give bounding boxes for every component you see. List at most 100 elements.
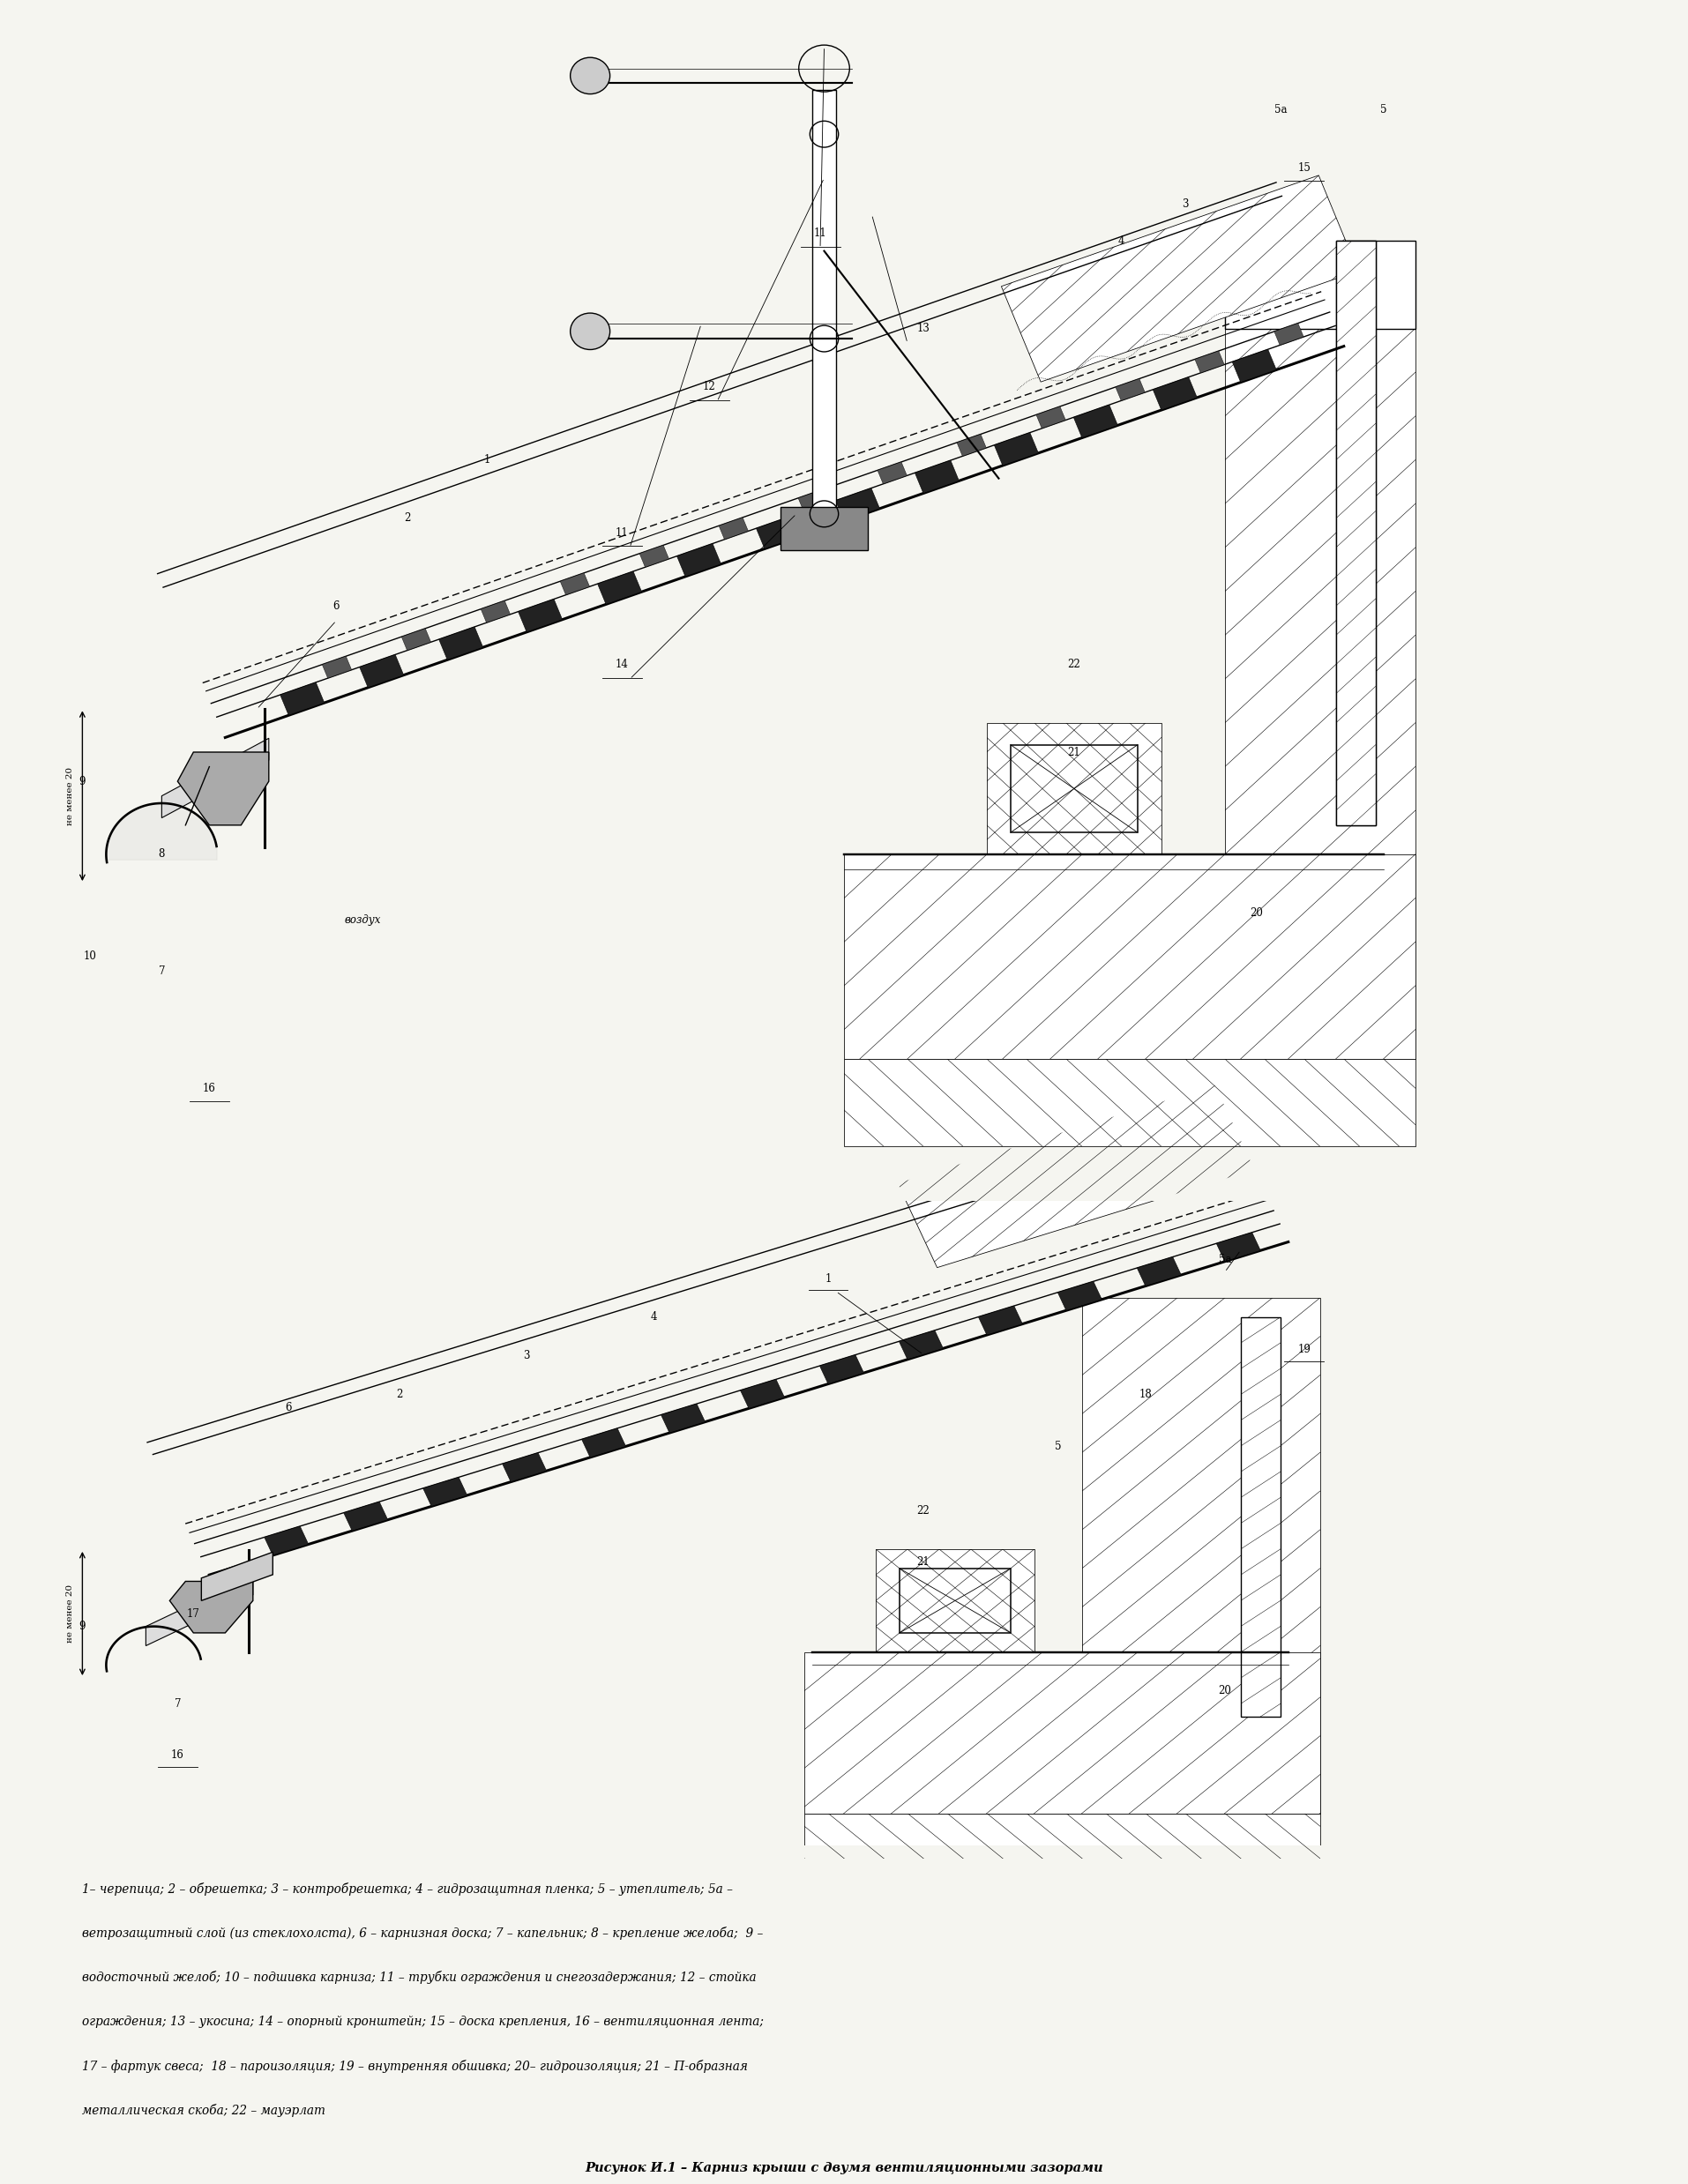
- Text: 9: 9: [79, 1621, 86, 1631]
- Text: 6: 6: [285, 1402, 292, 1413]
- Polygon shape: [898, 1085, 1254, 1267]
- Polygon shape: [994, 432, 1038, 465]
- Text: 1: 1: [484, 454, 490, 465]
- Polygon shape: [439, 627, 483, 660]
- Text: не менее 20: не менее 20: [66, 1583, 74, 1642]
- Polygon shape: [1232, 349, 1276, 382]
- Text: 2: 2: [405, 513, 410, 524]
- Polygon shape: [1274, 323, 1303, 345]
- Polygon shape: [900, 1330, 944, 1358]
- Text: 5а: 5а: [1274, 105, 1286, 116]
- Polygon shape: [1036, 406, 1065, 428]
- Text: 2: 2: [397, 1389, 403, 1400]
- Text: 12: 12: [702, 382, 716, 393]
- Polygon shape: [640, 546, 668, 568]
- Polygon shape: [719, 518, 748, 539]
- Text: 19: 19: [1298, 1343, 1310, 1354]
- Text: 5: 5: [1055, 1439, 1062, 1452]
- Polygon shape: [201, 1553, 273, 1601]
- Text: 16: 16: [170, 1749, 184, 1760]
- Text: 21: 21: [917, 1557, 930, 1568]
- Text: 17 – фартук свеса;  18 – пароизоляция; 19 – внутренняя обшивка; 20– гидроизоляци: 17 – фартук свеса; 18 – пароизоляция; 19…: [83, 2060, 748, 2073]
- Polygon shape: [1082, 1297, 1320, 1813]
- Polygon shape: [344, 1503, 388, 1531]
- Polygon shape: [503, 1452, 547, 1483]
- Text: 15: 15: [1298, 162, 1310, 173]
- Text: 3: 3: [1182, 199, 1188, 210]
- Text: 7: 7: [174, 1697, 181, 1710]
- Polygon shape: [582, 1428, 626, 1457]
- Text: 18: 18: [1139, 1389, 1151, 1400]
- Text: 14: 14: [616, 660, 628, 670]
- Polygon shape: [1116, 378, 1144, 400]
- Polygon shape: [280, 681, 324, 716]
- Text: 20: 20: [1251, 906, 1263, 919]
- Polygon shape: [145, 1575, 253, 1647]
- Text: ограждения; 13 – укосина; 14 – опорный кронштейн; 15 – доска крепления, 16 – вен: ограждения; 13 – укосина; 14 – опорный к…: [83, 2016, 765, 2027]
- Polygon shape: [1335, 240, 1376, 826]
- Polygon shape: [424, 1476, 468, 1507]
- Text: 6: 6: [333, 601, 339, 612]
- Polygon shape: [1225, 240, 1415, 1059]
- Text: 4: 4: [650, 1310, 657, 1324]
- Polygon shape: [265, 1527, 309, 1555]
- Circle shape: [571, 57, 609, 94]
- Text: 8: 8: [159, 850, 165, 860]
- Text: ветрозащитный слой (из стеклохолста), 6 – карнизная доска; 7 – капельник; 8 – кр: ветрозащитный слой (из стеклохолста), 6 …: [83, 1926, 763, 1939]
- Text: 10: 10: [84, 950, 96, 963]
- Polygon shape: [812, 90, 836, 544]
- Polygon shape: [481, 601, 510, 622]
- Text: 13: 13: [917, 323, 930, 334]
- Polygon shape: [1225, 240, 1415, 328]
- Polygon shape: [1058, 1282, 1102, 1310]
- Text: Рисунок И.1 – Карниз крыши с двумя вентиляционными зазорами: Рисунок И.1 – Карниз крыши с двумя венти…: [584, 2162, 1104, 2175]
- Polygon shape: [820, 1354, 864, 1385]
- Polygon shape: [1335, 240, 1376, 826]
- Polygon shape: [677, 544, 721, 577]
- Polygon shape: [957, 435, 986, 456]
- Polygon shape: [803, 1813, 1320, 1859]
- Text: 9: 9: [79, 775, 86, 786]
- Text: 21: 21: [1067, 747, 1080, 758]
- Polygon shape: [322, 655, 351, 679]
- Polygon shape: [876, 1548, 1035, 1651]
- Polygon shape: [844, 1059, 1415, 1147]
- Polygon shape: [1153, 378, 1197, 411]
- Polygon shape: [741, 1380, 785, 1409]
- Polygon shape: [756, 515, 800, 548]
- Text: 22: 22: [917, 1505, 930, 1516]
- Polygon shape: [1074, 404, 1117, 437]
- Polygon shape: [402, 629, 430, 651]
- Text: 20: 20: [1219, 1686, 1231, 1697]
- Polygon shape: [598, 572, 641, 605]
- Circle shape: [571, 312, 609, 349]
- Text: 5: 5: [1381, 105, 1388, 116]
- Text: 1: 1: [825, 1273, 832, 1284]
- Polygon shape: [162, 738, 268, 817]
- Polygon shape: [1241, 1317, 1281, 1717]
- Text: 7: 7: [159, 965, 165, 976]
- Text: 11: 11: [616, 526, 628, 539]
- Polygon shape: [1217, 1232, 1261, 1262]
- Text: 5а: 5а: [1219, 1254, 1231, 1265]
- Text: 22: 22: [1067, 660, 1080, 670]
- Polygon shape: [836, 487, 879, 522]
- Polygon shape: [662, 1404, 706, 1433]
- Polygon shape: [979, 1306, 1023, 1334]
- Text: воздух: воздух: [344, 915, 381, 926]
- Text: 4: 4: [1119, 236, 1124, 247]
- Text: 17: 17: [187, 1607, 199, 1618]
- Polygon shape: [798, 489, 827, 511]
- Text: 1– черепица; 2 – обрешетка; 3 – контробрешетка; 4 – гидрозащитная пленка; 5 – ут: 1– черепица; 2 – обрешетка; 3 – контробр…: [83, 1883, 733, 1896]
- Text: металлическая скоба; 22 – мауэрлат: металлическая скоба; 22 – мауэрлат: [83, 2103, 326, 2116]
- Text: 16: 16: [203, 1083, 216, 1094]
- Text: водосточный желоб; 10 – подшивка карниза; 11 – трубки ограждения и снегозадержан: водосточный желоб; 10 – подшивка карниза…: [83, 1970, 756, 1985]
- Polygon shape: [1195, 352, 1224, 373]
- Polygon shape: [560, 572, 589, 594]
- Polygon shape: [169, 1581, 253, 1634]
- Polygon shape: [177, 751, 268, 826]
- Polygon shape: [518, 598, 562, 631]
- Polygon shape: [360, 655, 403, 688]
- Polygon shape: [987, 723, 1161, 854]
- Text: 11: 11: [814, 227, 827, 240]
